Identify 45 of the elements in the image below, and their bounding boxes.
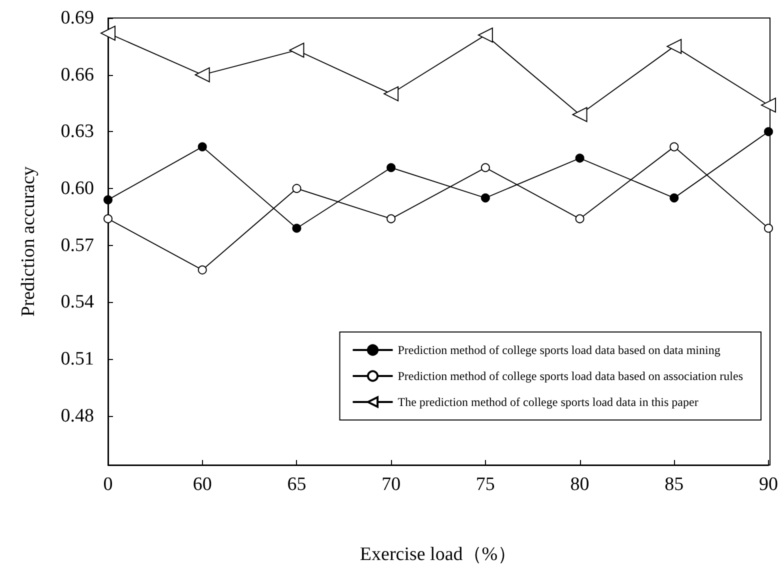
legend-label: The prediction method of college sports load data in this paper bbox=[398, 395, 698, 409]
point bbox=[292, 224, 302, 233]
point bbox=[386, 163, 396, 172]
y-tick-label: 0.57 bbox=[60, 234, 94, 256]
point bbox=[480, 193, 490, 202]
point bbox=[478, 28, 493, 43]
point bbox=[670, 142, 679, 152]
point bbox=[104, 195, 112, 204]
y-tick-label: 0.54 bbox=[60, 292, 94, 313]
point bbox=[198, 265, 207, 274]
y-tick-label: 0.51 bbox=[60, 348, 94, 370]
point bbox=[575, 154, 584, 163]
y-tick-label: 0.63 bbox=[60, 121, 94, 142]
point bbox=[761, 98, 776, 113]
y-tick-label: 0.69 bbox=[60, 8, 94, 28]
y-tick-label: 0.66 bbox=[60, 64, 94, 86]
point bbox=[292, 184, 302, 193]
point bbox=[764, 224, 773, 233]
x-tick-label: 80 bbox=[570, 474, 590, 495]
point bbox=[670, 193, 679, 202]
point bbox=[480, 163, 490, 172]
point bbox=[194, 67, 210, 82]
x-tick-label: 65 bbox=[287, 474, 306, 495]
x-tick-label: 60 bbox=[192, 474, 212, 495]
point bbox=[666, 38, 682, 54]
point bbox=[289, 42, 304, 58]
point bbox=[386, 214, 396, 224]
y-tick-label: 0.48 bbox=[60, 405, 94, 426]
point bbox=[575, 214, 584, 224]
x-tick-label: 75 bbox=[476, 474, 495, 495]
y-tick-label: 0.60 bbox=[60, 178, 94, 199]
point bbox=[104, 214, 112, 224]
point bbox=[100, 26, 116, 41]
x-tick-label: 70 bbox=[382, 474, 401, 495]
point bbox=[384, 86, 399, 102]
x-tick-label: 0 bbox=[103, 474, 113, 495]
y-axis-title: Prediction accuracy bbox=[18, 166, 39, 317]
point bbox=[764, 127, 773, 136]
x-tick-label: 85 bbox=[664, 474, 684, 495]
legend-label: Prediction method of college sports load data based on association rules bbox=[398, 369, 744, 383]
legend-label: Prediction method of college sports load data based on data mining bbox=[398, 343, 720, 357]
x-tick-label: 90 bbox=[759, 474, 778, 495]
x-axis-title: Exercise load（%） bbox=[360, 544, 517, 565]
point bbox=[198, 142, 207, 152]
point bbox=[572, 107, 588, 122]
